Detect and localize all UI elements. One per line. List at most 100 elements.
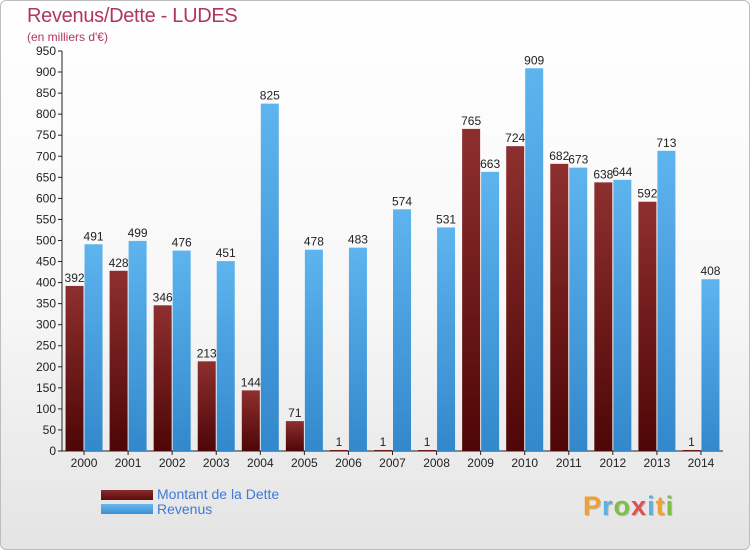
bar-revenus-2013 — [657, 150, 676, 451]
bar-revenus-2007 — [393, 209, 411, 451]
data-label-dette-2012: 638 — [593, 167, 613, 181]
legend-label-dette: Montant de la Dette — [157, 486, 280, 502]
y-tick-label: 550 — [36, 212, 56, 226]
data-label-revenus-2014: 408 — [700, 264, 720, 278]
data-label-revenus-2010: 909 — [524, 53, 544, 67]
y-tick-label: 900 — [36, 65, 56, 79]
data-label-revenus-2001: 499 — [128, 226, 148, 240]
data-label-dette-2007: 1 — [380, 435, 387, 449]
data-label-dette-2006: 1 — [336, 435, 343, 449]
data-label-revenus-2003: 451 — [216, 246, 236, 260]
data-label-revenus-2007: 574 — [392, 194, 412, 208]
bar-revenus-2008 — [437, 227, 456, 451]
y-tick-label: 500 — [36, 233, 56, 247]
data-label-revenus-2011: 673 — [568, 153, 588, 167]
bar-dette-2003 — [197, 361, 216, 451]
bar-dette-2012 — [594, 182, 613, 452]
x-tick-label: 2002 — [159, 456, 186, 470]
data-label-revenus-2009: 663 — [480, 157, 500, 171]
data-label-dette-2004: 144 — [241, 375, 261, 389]
bar-revenus-2010 — [525, 68, 544, 452]
bar-dette-2000 — [65, 285, 84, 451]
bar-revenus-2014 — [701, 279, 720, 451]
bar-dette-2007 — [374, 450, 392, 451]
y-tick-label: 250 — [36, 339, 56, 353]
data-label-revenus-2002: 476 — [172, 236, 192, 250]
chart-title: Revenus/Dette - LUDES — [27, 5, 238, 27]
x-tick-label: 2009 — [467, 456, 494, 470]
data-label-dette-2003: 213 — [197, 346, 217, 360]
y-tick-label: 400 — [36, 276, 56, 290]
bar-revenus-2011 — [569, 167, 588, 451]
logo-letter: r — [602, 491, 614, 521]
bar-revenus-2006 — [348, 247, 367, 451]
y-tick-label: 0 — [49, 444, 56, 458]
x-tick-label: 2007 — [379, 456, 406, 470]
logo-letter: P — [583, 491, 603, 521]
bar-dette-2008 — [418, 450, 437, 451]
bar-dette-2010 — [506, 146, 525, 451]
y-tick-label: 200 — [36, 360, 56, 374]
y-tick-label: 750 — [36, 128, 56, 142]
x-tick-label: 2003 — [203, 456, 230, 470]
data-label-revenus-2004: 825 — [260, 89, 280, 103]
data-label-dette-2014: 1 — [688, 435, 695, 449]
data-label-dette-2013: 592 — [637, 187, 657, 201]
data-label-dette-2000: 392 — [65, 271, 85, 285]
bar-revenus-2005 — [304, 249, 323, 451]
data-label-dette-2008: 1 — [424, 435, 431, 449]
y-tick-label: 600 — [36, 191, 56, 205]
bar-revenus-2004 — [260, 103, 279, 451]
bar-revenus-2001 — [128, 240, 147, 451]
y-tick-label: 800 — [36, 107, 56, 121]
data-label-revenus-2000: 491 — [84, 229, 104, 243]
data-label-dette-2009: 765 — [461, 114, 481, 128]
x-tick-label: 2011 — [556, 456, 582, 470]
legend-swatch-dette — [101, 490, 153, 500]
bar-dette-2014 — [682, 450, 701, 451]
legend-swatch-revenus — [101, 504, 153, 514]
x-tick-label: 2012 — [599, 456, 626, 470]
x-tick-label: 2000 — [71, 456, 98, 470]
y-tick-label: 950 — [36, 44, 56, 58]
x-tick-label: 2013 — [644, 456, 671, 470]
y-tick-label: 150 — [36, 381, 56, 395]
y-tick-label: 700 — [36, 149, 56, 163]
x-tick-label: 2014 — [688, 456, 715, 470]
data-label-revenus-2005: 478 — [304, 235, 324, 249]
x-tick-label: 2001 — [115, 456, 142, 470]
chart-subtitle: (en milliers d'€) — [27, 30, 108, 44]
y-tick-label: 450 — [36, 255, 56, 269]
bar-dette-2001 — [109, 270, 128, 451]
bar-revenus-2009 — [481, 171, 500, 451]
logo-letter: x — [631, 491, 648, 521]
data-label-revenus-2012: 644 — [612, 165, 632, 179]
y-tick-label: 50 — [43, 423, 57, 437]
y-tick-label: 850 — [36, 86, 56, 100]
logo-letter: i — [665, 491, 675, 521]
legend-label-revenus: Revenus — [157, 501, 213, 517]
bar-dette-2002 — [153, 305, 172, 451]
bar-revenus-2002 — [172, 250, 191, 451]
data-label-dette-2010: 724 — [505, 131, 525, 145]
bar-dette-2013 — [638, 201, 657, 451]
bar-revenus-2003 — [216, 261, 235, 451]
data-label-dette-2005: 71 — [288, 406, 302, 420]
x-tick-label: 2006 — [335, 456, 362, 470]
data-label-revenus-2008: 531 — [436, 212, 456, 226]
bar-dette-2004 — [241, 390, 260, 451]
y-tick-label: 300 — [36, 318, 56, 332]
x-tick-label: 2004 — [247, 456, 274, 470]
logo-letter: o — [613, 491, 632, 521]
bar-revenus-2000 — [84, 244, 103, 451]
bar-dette-2005 — [285, 421, 304, 451]
bar-dette-2009 — [462, 128, 481, 451]
bar-dette-2011 — [550, 163, 569, 451]
x-tick-label: 2010 — [511, 456, 538, 470]
x-tick-label: 2005 — [291, 456, 318, 470]
y-tick-label: 350 — [36, 297, 56, 311]
proxiti-logo: Proxiti — [583, 491, 674, 522]
bar-dette-2006 — [329, 450, 348, 451]
